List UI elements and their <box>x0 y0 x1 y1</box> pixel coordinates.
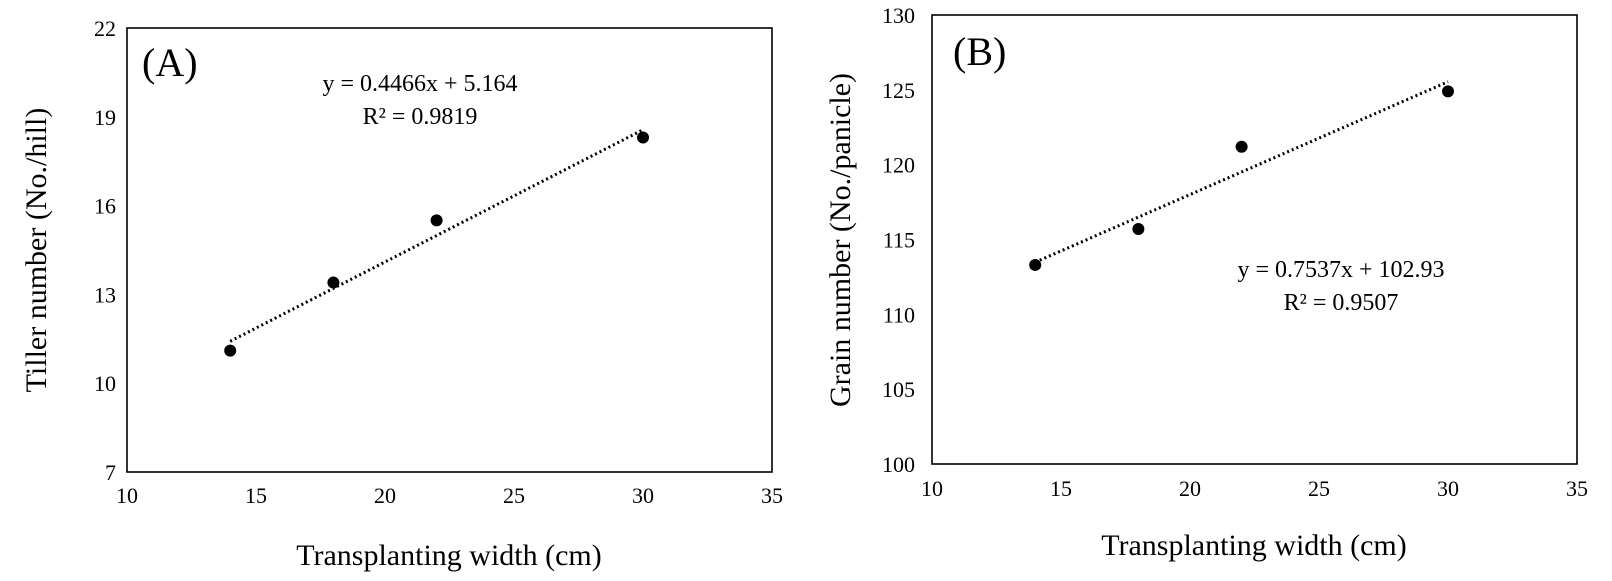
y-tick-label: 7 <box>105 460 116 485</box>
x-tick-label: 25 <box>1308 476 1330 501</box>
y-tick-label: 19 <box>94 105 116 130</box>
x-tick-label: 15 <box>245 483 267 508</box>
data-point <box>1442 85 1454 98</box>
y-tick-label: 120 <box>882 153 915 178</box>
r-squared: R² = 0.9819 <box>363 104 478 130</box>
trendline <box>229 128 644 343</box>
data-points <box>224 131 649 357</box>
x-tick-label: 30 <box>1437 476 1459 501</box>
y-tick-label: 115 <box>883 228 915 253</box>
x-tick-label: 10 <box>116 483 138 508</box>
y-tick-label: 130 <box>882 3 915 28</box>
data-point <box>430 214 443 227</box>
y-tick-label: 16 <box>94 194 116 219</box>
x-tick-label: 20 <box>1179 476 1201 501</box>
y-tick-label: 105 <box>882 377 915 402</box>
x-tick-label: 25 <box>503 483 525 508</box>
y-tick-label: 125 <box>882 78 915 103</box>
regression-equation: y = 0.4466x + 5.164 <box>322 71 517 97</box>
panel-label: (B) <box>953 29 1006 74</box>
x-tick-label: 35 <box>761 483 783 508</box>
data-point <box>224 344 237 357</box>
y-tick-labels: 7 10 13 16 19 22 <box>94 16 116 485</box>
data-point <box>1029 258 1042 271</box>
x-axis-title: Transplanting width (cm) <box>296 539 602 572</box>
data-point <box>327 276 340 289</box>
plot-area-frame <box>931 14 1578 465</box>
x-tick-label: 10 <box>921 476 943 501</box>
plot-area-frame <box>126 27 773 473</box>
y-tick-label: 10 <box>94 371 116 396</box>
data-point <box>637 131 649 144</box>
y-tick-label: 22 <box>94 16 116 41</box>
x-tick-labels: 10 15 20 25 30 35 <box>921 476 1588 501</box>
data-point <box>1132 223 1145 236</box>
r-squared: R² = 0.9507 <box>1284 290 1399 316</box>
y-tick-label: 13 <box>94 282 116 307</box>
x-axis-title: Transplanting width (cm) <box>1101 529 1407 562</box>
x-tick-label: 15 <box>1050 476 1072 501</box>
panel-label: (A) <box>142 40 198 85</box>
y-tick-label: 110 <box>883 302 915 327</box>
y-axis-title: Tiller number (No./hill) <box>20 108 53 393</box>
x-tick-label: 30 <box>632 483 654 508</box>
x-tick-labels: 10 15 20 25 30 35 <box>116 483 783 508</box>
regression-equation: y = 0.7537x + 102.93 <box>1237 257 1444 283</box>
y-axis-title: Grain number (No./panicle) <box>824 73 857 407</box>
trendline <box>1034 80 1449 264</box>
y-tick-labels: 100 105 110 115 120 125 130 <box>882 3 915 477</box>
chart-panel-b: 100 105 110 115 120 125 130 10 15 20 25 30 35 (B) y… <box>824 3 1588 562</box>
data-point <box>1235 140 1248 153</box>
data-points <box>1029 85 1454 271</box>
x-tick-label: 35 <box>1566 476 1588 501</box>
x-tick-label: 20 <box>374 483 396 508</box>
y-tick-label: 100 <box>882 452 915 477</box>
